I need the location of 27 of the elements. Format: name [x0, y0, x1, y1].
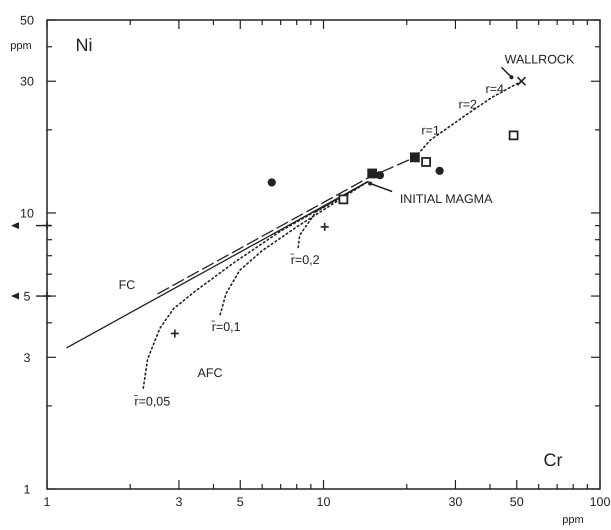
x-tick-label: 3 — [175, 495, 182, 509]
y-tick-label: 1 — [24, 482, 31, 496]
annotation: r=1 — [421, 123, 440, 138]
x-tick-label: 5 — [236, 495, 244, 509]
annotation: Ni — [76, 35, 92, 55]
annotation: AFC — [198, 366, 222, 380]
x-tick-label: 1 — [44, 495, 51, 509]
x-tick-label: 100 — [590, 495, 610, 509]
x-tick-label: 30 — [448, 495, 462, 509]
x-axis-title: ppm — [562, 514, 584, 526]
y-tick-label: 50 — [20, 14, 34, 28]
y-tick-label: 10 — [20, 206, 34, 220]
x-tick-label: 50 — [510, 495, 524, 509]
y-tick-label: 30 — [20, 74, 34, 89]
annotation: INITIAL MAGMA — [400, 192, 494, 206]
annotation: FC — [118, 278, 136, 292]
annotation: WALLROCK — [504, 52, 575, 67]
annotation: r̄=0,2 — [290, 252, 320, 267]
y-tick-label: 5 — [24, 290, 31, 304]
x-tick-label: 10 — [316, 495, 330, 509]
annotation: r̄=0,05 — [134, 394, 170, 409]
annotation: Cr — [544, 450, 562, 470]
y-tick-label: 3 — [24, 350, 31, 365]
annotation: r̄=0,1 — [211, 320, 241, 334]
annotation: r=2 — [458, 98, 478, 112]
y-axis-title: ppm — [10, 40, 32, 52]
annotation: r=4 — [486, 82, 504, 96]
